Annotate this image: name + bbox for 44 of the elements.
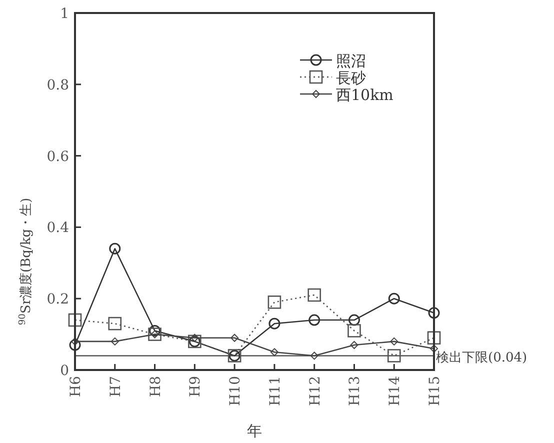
- x-tick-label: H9: [188, 376, 204, 398]
- point: [108, 316, 122, 330]
- y-tick-label: 0: [60, 363, 69, 379]
- point: [390, 337, 398, 346]
- point: [69, 339, 81, 351]
- point: [109, 242, 121, 254]
- legend-label: 照沼: [336, 52, 366, 70]
- x-axis-title: 年: [247, 422, 262, 440]
- point: [350, 341, 358, 350]
- y-tick-label: 0.6: [46, 148, 70, 165]
- point: [387, 349, 401, 362]
- point: [149, 324, 161, 336]
- x-tick-label: H10: [228, 376, 244, 406]
- point: [308, 314, 320, 326]
- point: [430, 344, 438, 353]
- point: [428, 307, 440, 319]
- ref-line-label: 検出下限(0.04): [436, 350, 528, 366]
- point: [268, 296, 282, 309]
- x-tick-label: H6: [68, 376, 84, 398]
- x-tick-label: H13: [347, 376, 364, 406]
- point: [268, 318, 280, 330]
- point: [68, 313, 82, 327]
- y-tick-label: 0.2: [46, 292, 69, 308]
- y-tick-label: 0.4: [46, 220, 70, 236]
- point: [270, 348, 278, 356]
- point: [308, 288, 321, 302]
- point: [110, 337, 119, 346]
- point: [388, 292, 400, 304]
- legend-label: 西10km: [336, 86, 394, 104]
- y-tick-label: 0.8: [46, 77, 69, 94]
- legend-label: 長砂: [336, 69, 366, 87]
- x-tick-label: H8: [148, 376, 164, 398]
- x-tick-label: H15: [427, 376, 443, 406]
- point: [148, 328, 162, 341]
- point: [310, 352, 318, 360]
- point: [348, 324, 361, 338]
- x-tick-label: H12: [307, 376, 324, 406]
- point: [348, 314, 360, 326]
- x-tick-label: H7: [108, 376, 124, 398]
- x-tick-label: H14: [387, 376, 404, 406]
- point: [427, 331, 441, 345]
- x-tick-label: H11: [267, 376, 284, 406]
- y-tick-label: 1: [60, 6, 69, 22]
- point: [230, 334, 239, 342]
